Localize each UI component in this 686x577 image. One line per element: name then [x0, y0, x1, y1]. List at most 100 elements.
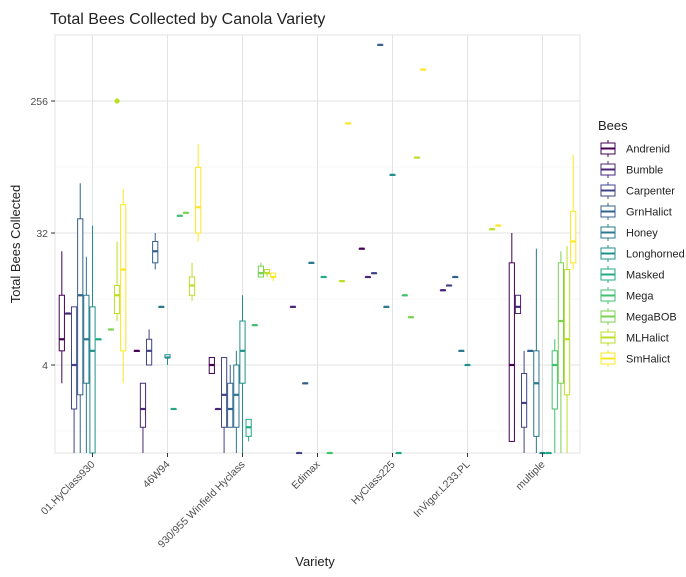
x-tick-label: Edimax [289, 458, 323, 492]
y-tick-label: 256 [30, 96, 48, 108]
box-longhorned [239, 295, 246, 453]
box-bumble [514, 294, 522, 315]
x-axis-title: Variety [295, 554, 335, 569]
box-bumble [289, 305, 297, 308]
box-honey [233, 350, 240, 453]
box-body [520, 372, 528, 428]
legend-label: Longhorned [626, 249, 685, 261]
x-tick-label: HyClass225 [349, 459, 398, 508]
chart-marks [58, 43, 577, 455]
box-honey [458, 349, 465, 352]
box-andrenid [358, 247, 365, 250]
box-carpenter [370, 272, 378, 275]
box-grnhalict [77, 183, 84, 453]
box-grnhalict [377, 43, 384, 46]
box-mega [176, 214, 183, 217]
box-mlhalict [188, 262, 196, 301]
legend-item: SmHalict [600, 350, 670, 367]
box-honey [383, 305, 390, 308]
y-tick-label: 32 [36, 228, 48, 240]
box-body [195, 166, 202, 234]
box-body [533, 350, 540, 437]
box-body [120, 204, 127, 352]
box-body [227, 382, 234, 428]
box-megabob [182, 211, 190, 214]
y-tick-label: 4 [42, 360, 48, 372]
box-body [239, 320, 246, 384]
box-masked [245, 418, 252, 442]
box-megabob [407, 316, 415, 319]
box-body [233, 364, 240, 428]
box-smhalict [270, 272, 277, 282]
box-carpenter [520, 350, 528, 453]
box-body [508, 262, 515, 442]
legend-title: Bees [598, 118, 628, 133]
box-carpenter [70, 306, 78, 453]
box-honey [308, 261, 315, 264]
legend-item: Carpenter [600, 182, 675, 199]
box-body [58, 294, 65, 352]
legend-item: Honey [600, 224, 658, 241]
box-mlhalict [338, 279, 346, 283]
box-body [139, 382, 147, 428]
box-bumble [364, 275, 372, 279]
box-honey [158, 305, 165, 308]
box-honey [533, 248, 540, 453]
legend-label: Masked [626, 270, 665, 282]
box-body [257, 265, 265, 278]
x-tick-label: 46W94 [141, 459, 173, 491]
box-bumble [139, 382, 147, 453]
box-body [557, 262, 565, 384]
box-body [551, 350, 558, 410]
box-andrenid [58, 251, 65, 384]
box-smhalict [570, 154, 577, 270]
box-longhorned [464, 363, 471, 367]
box-andrenid [508, 232, 515, 442]
legend-label: GrnHalict [626, 207, 672, 219]
box-smhalict [120, 188, 127, 384]
legend-label: Carpenter [626, 186, 675, 198]
box-mlhalict [413, 156, 421, 159]
box-body [514, 294, 522, 315]
box-body [89, 306, 96, 454]
box-masked [395, 451, 402, 455]
box-body [220, 357, 228, 428]
box-carpenter [145, 329, 153, 366]
legend-label: Andrenid [626, 144, 670, 156]
box-smhalict [195, 144, 202, 242]
box-body [563, 269, 571, 396]
x-tick-label: 930/955 Winfield Hyclass [156, 459, 248, 551]
legend-label: Bumble [626, 165, 663, 177]
legend-label: MLHalict [626, 333, 669, 345]
x-tick-label: InVigor.L233.PL [411, 459, 472, 520]
legend-label: Honey [626, 228, 658, 240]
box-longhorned [389, 173, 396, 176]
box-body [70, 306, 78, 410]
box-longhorned [164, 354, 171, 365]
box-honey [83, 256, 90, 453]
box-mega [326, 451, 333, 455]
legend-item: Longhorned [600, 245, 685, 262]
box-grnhalict [302, 382, 309, 385]
box-carpenter [220, 357, 228, 453]
outlier-point [114, 98, 120, 104]
legend-item: Masked [600, 266, 665, 283]
box-mega [401, 294, 408, 297]
chart-title: Total Bees Collected by Canola Variety [50, 11, 325, 28]
box-mlhalict [488, 228, 496, 231]
box-body [570, 210, 577, 264]
box-masked [320, 275, 327, 279]
legend: Bees Andrenid Bumble Carpenter GrnHalict Hon… [598, 118, 685, 367]
legend-item: Mega [600, 287, 654, 304]
legend-item: Andrenid [600, 140, 670, 157]
box-masked [95, 338, 102, 341]
box-bumble [214, 407, 222, 411]
legend-item: GrnHalict [600, 203, 672, 220]
legend-label: MegaBOB [626, 312, 677, 324]
box-mega [551, 339, 558, 453]
y-axis-title: Total Bees Collected [8, 185, 23, 304]
box-megabob [557, 251, 565, 453]
box-megabob [257, 262, 265, 278]
